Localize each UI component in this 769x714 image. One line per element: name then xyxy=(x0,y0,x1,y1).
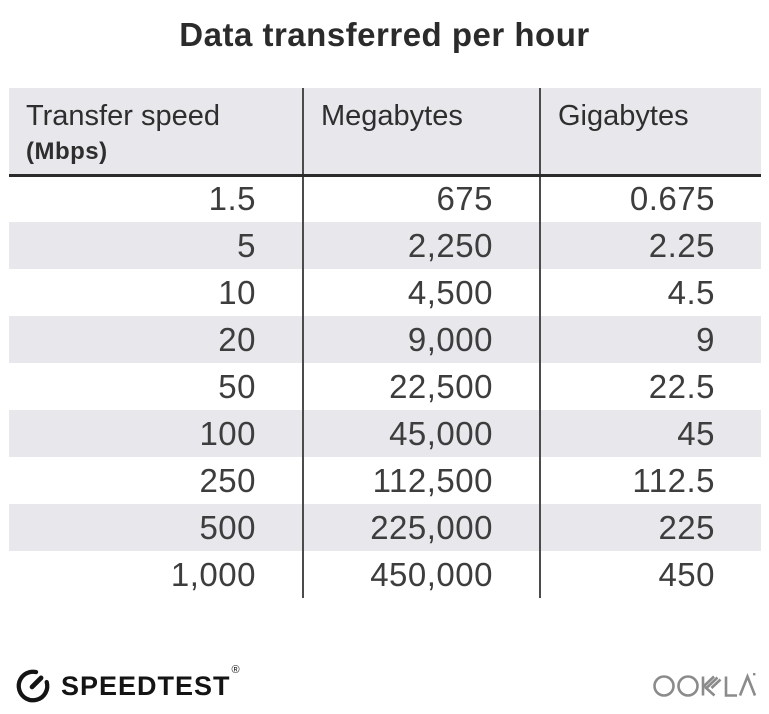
table-cell: 1.5 xyxy=(9,175,304,222)
table-cell: 1,000 xyxy=(9,551,304,598)
table-cell: 5 xyxy=(9,222,304,269)
registered-trademark-symbol: ® xyxy=(231,663,241,676)
table-body: 1.5 675 0.675 5 2,250 2.25 10 4,500 4.5 20 9,000 9 5… xyxy=(9,175,761,598)
speedtest-logo: SPEEDTEST® xyxy=(14,664,240,705)
table-cell: 450,000 xyxy=(303,551,541,598)
table-row: 500 225,000 225 xyxy=(9,504,761,551)
speedtest-gauge-icon xyxy=(14,667,52,705)
table-row: 10 4,500 4.5 xyxy=(9,269,761,316)
table-row: 250 112,500 112.5 xyxy=(9,457,761,504)
table-cell: 112,500 xyxy=(303,457,541,504)
table-cell: 112.5 xyxy=(632,461,715,499)
header-cell-gigabytes: Gigabytes xyxy=(540,88,761,177)
table-cell: 45,000 xyxy=(303,410,541,457)
page-title: Data transferred per hour xyxy=(179,16,590,53)
table-cell: 10 xyxy=(9,269,304,316)
speedtest-wordmark: SPEEDTEST® xyxy=(61,664,240,701)
table-row: 20 9,000 9 xyxy=(9,316,761,363)
speedtest-brand-text: SPEEDTEST xyxy=(61,670,231,701)
table-cell: 9 xyxy=(540,316,761,363)
table-cell: 20 xyxy=(9,316,304,363)
table-cell: 0.675 xyxy=(629,180,715,218)
table-cell: 225 xyxy=(540,504,761,551)
table-cell: 22.5 xyxy=(648,367,715,405)
table-row: 5 2,250 2.25 xyxy=(9,222,761,269)
table-cell: 4,500 xyxy=(303,269,541,316)
table-row: 1.5 675 0.675 xyxy=(9,175,761,222)
table-cell: 2.25 xyxy=(540,222,761,269)
table-cell: 45 xyxy=(540,410,761,457)
table-cell: 675 xyxy=(303,175,541,222)
header-label: Transfer speed xyxy=(26,100,220,132)
table-cell: 22,500 xyxy=(303,363,541,410)
table-cell: 9,000 xyxy=(303,316,541,363)
ookla-logo: OOKLA xyxy=(653,668,757,705)
table-header: Transfer speed (Mbps) Megabytes Gigabyte… xyxy=(9,88,761,177)
table-row: 1,000 450,000 450 xyxy=(9,551,761,598)
header-cell-transfer-speed: Transfer speed (Mbps) xyxy=(9,88,304,177)
footer: SPEEDTEST® OOKLA xyxy=(14,664,757,708)
table-row: 50 22,500 22.5 xyxy=(9,363,761,410)
table-cell: 4.5 xyxy=(667,273,715,311)
table-cell: 250 xyxy=(9,457,304,504)
table-cell: 50 xyxy=(9,363,304,410)
header-cell-megabytes: Megabytes xyxy=(303,88,541,177)
table-cell: 500 xyxy=(9,504,304,551)
header-row: Transfer speed (Mbps) Megabytes Gigabyte… xyxy=(9,88,761,177)
header-label: Gigabytes xyxy=(558,100,689,132)
table-cell: 450 xyxy=(658,555,715,593)
header-label: Megabytes xyxy=(321,100,463,132)
table-row: 100 45,000 45 xyxy=(9,410,761,457)
table-cell: 100 xyxy=(9,410,304,457)
table-cell: 2,250 xyxy=(303,222,541,269)
header-sublabel-units: (Mbps) xyxy=(26,138,108,165)
table-cell: 225,000 xyxy=(303,504,541,551)
data-table: Transfer speed (Mbps) Megabytes Gigabyte… xyxy=(9,88,761,598)
